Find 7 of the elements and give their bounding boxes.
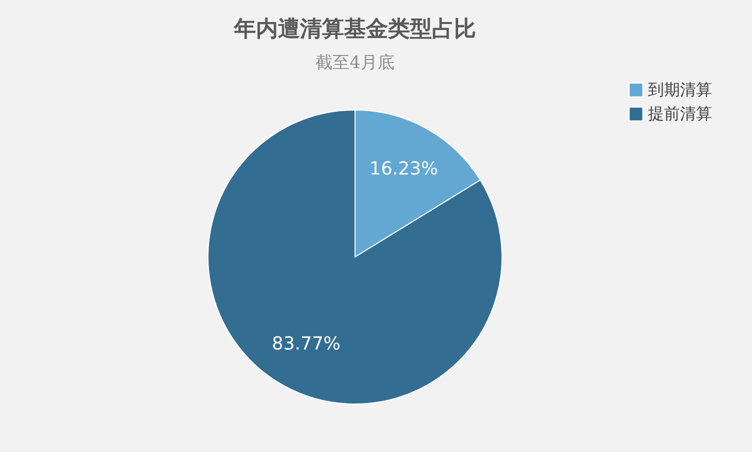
chart-subtitle: 截至4月底 <box>316 53 394 73</box>
data-label: 16.23% <box>369 158 438 180</box>
data-label: 83.77% <box>272 333 341 354</box>
legend-label: 到期清算 <box>648 80 712 99</box>
legend-label: 提前清算 <box>648 104 712 123</box>
chart-title: 年内遭清算基金类型占比 <box>233 17 476 42</box>
pie-slice <box>208 110 502 404</box>
